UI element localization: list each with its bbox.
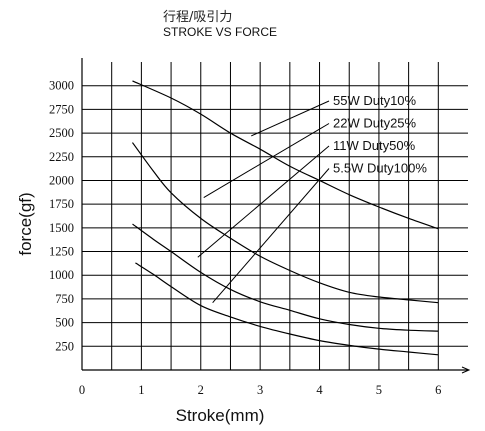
chart-title: STROKE VS FORCE <box>163 25 278 39</box>
x-tick-label: 1 <box>138 383 144 397</box>
x-tick-label: 4 <box>316 383 323 397</box>
y-tick-label: 2750 <box>49 102 74 116</box>
y-tick-label: 2000 <box>49 173 74 187</box>
x-tick-label: 5 <box>376 383 382 397</box>
legend-pointer-line <box>197 145 330 258</box>
series-layer <box>131 80 439 356</box>
x-tick-label: 0 <box>79 383 85 397</box>
y-tick-label: 2500 <box>49 126 74 140</box>
legend-pointer-line <box>251 100 330 137</box>
x-axis-arrow-icon <box>461 366 471 374</box>
y-tick-label: 2250 <box>49 150 74 164</box>
chart-axes <box>81 58 471 374</box>
chart-grid <box>82 62 468 370</box>
series-line <box>131 142 439 304</box>
y-tick-label: 3000 <box>49 79 74 93</box>
legend: 55W Duty10% 22W Duty25% 11W Duty50% 5.5W Du… <box>197 93 427 304</box>
y-tick-label: 1750 <box>49 197 74 211</box>
legend-label: 11W Duty50% <box>333 138 416 153</box>
x-tick-label: 3 <box>257 383 263 397</box>
x-tick-label: 2 <box>198 383 204 397</box>
series-line <box>135 262 439 356</box>
legend-pointer-line <box>212 168 330 304</box>
y-tick-label: 1000 <box>49 268 74 282</box>
legend-label: 5.5W Duty100% <box>333 161 427 176</box>
legend-label: 55W Duty10% <box>333 93 417 108</box>
legend-pointer-line <box>203 123 330 198</box>
chart-title-chinese: 行程/吸引力 <box>163 10 233 25</box>
y-tick-label: 1500 <box>49 221 74 235</box>
legend-label: 22W Duty25% <box>333 116 417 131</box>
x-axis-label: Stroke(mm) <box>176 406 265 425</box>
series-line <box>132 223 439 332</box>
y-tick-label: 1250 <box>49 245 74 259</box>
series-line <box>132 80 439 230</box>
y-tick-label: 250 <box>55 339 74 353</box>
y-axis-label: force(gf) <box>16 192 35 255</box>
tick-labels: 0 1 2 3 4 5 6 250 500 750 1000 1250 1500 1750 2000 2250… <box>49 79 441 397</box>
y-tick-label: 500 <box>55 316 74 330</box>
y-tick-label: 750 <box>55 292 74 306</box>
x-tick-label: 6 <box>435 383 441 397</box>
